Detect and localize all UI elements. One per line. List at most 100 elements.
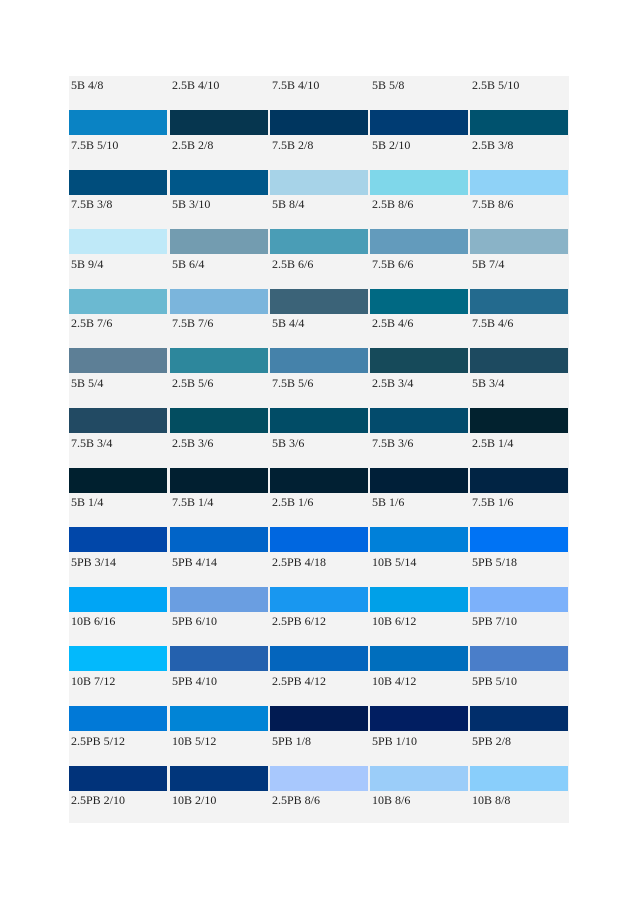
- color-swatch: [170, 348, 268, 373]
- color-label: 2.5B 4/6: [372, 316, 414, 330]
- label-row: 2.5PB 2/10 10B 2/10 2.5PB 8/6 10B 8/6 10B 8/…: [69, 791, 569, 809]
- color-swatch: [270, 766, 368, 791]
- color-swatch: [370, 706, 468, 731]
- color-label: 10B 6/12: [372, 614, 417, 628]
- color-swatch: [69, 527, 167, 552]
- color-label: 5PB 4/14: [172, 555, 218, 569]
- color-swatch: [170, 229, 268, 254]
- swatch-row: [69, 646, 569, 671]
- label-row: 5B 5/4 2.5B 5/6 7.5B 5/6 2.5B 3/4 5B 3/4: [69, 374, 569, 392]
- color-swatch: [470, 110, 568, 135]
- color-swatch: [470, 170, 568, 195]
- color-label: 2.5B 5/6: [172, 376, 214, 390]
- color-label: 5B 2/10: [372, 138, 411, 152]
- color-swatch: [370, 170, 468, 195]
- color-swatch: [370, 468, 468, 493]
- color-swatch: [470, 348, 568, 373]
- color-swatch: [370, 766, 468, 791]
- color-label: 5B 1/6: [372, 495, 405, 509]
- color-swatch: [370, 587, 468, 612]
- color-label: 5B 3/10: [172, 197, 211, 211]
- color-label: 2.5B 6/6: [272, 257, 314, 271]
- color-swatch: [170, 527, 268, 552]
- color-swatch: [170, 646, 268, 671]
- color-label: 5B 3/6: [272, 436, 305, 450]
- color-swatch: [270, 527, 368, 552]
- color-label: 2.5PB 6/12: [272, 614, 327, 628]
- color-label: 7.5B 3/4: [71, 436, 113, 450]
- color-label: 7.5B 4/6: [472, 316, 514, 330]
- color-label: 5B 9/4: [71, 257, 104, 271]
- color-label: 2.5PB 8/6: [272, 793, 321, 807]
- swatch-row: [69, 468, 569, 493]
- color-swatch: [370, 289, 468, 314]
- color-swatch: [69, 468, 167, 493]
- color-label: 5PB 4/10: [172, 674, 218, 688]
- color-swatch: [69, 587, 167, 612]
- color-swatch: [69, 408, 167, 433]
- label-row: 10B 6/16 5PB 6/10 2.5PB 6/12 10B 6/12 5PB 7/…: [69, 612, 569, 630]
- color-swatch: [270, 170, 368, 195]
- color-label: 2.5B 5/10: [472, 78, 520, 92]
- color-label: 5PB 1/10: [372, 734, 418, 748]
- color-swatch: [270, 706, 368, 731]
- color-swatch: [69, 170, 167, 195]
- color-label: 2.5B 3/4: [372, 376, 414, 390]
- chart-row: 5PB 3/14 5PB 4/14 2.5PB 4/18 10B 5/14 5PB 5/…: [69, 553, 569, 613]
- color-label: 5PB 6/10: [172, 614, 218, 628]
- color-label: 2.5PB 4/12: [272, 674, 327, 688]
- label-row: 7.5B 3/8 5B 3/10 5B 8/4 2.5B 8/6 7.5B 8/6: [69, 195, 569, 213]
- color-label: 2.5PB 5/12: [71, 734, 126, 748]
- label-row: 7.5B 5/10 2.5B 2/8 7.5B 2/8 5B 2/10 2.5B 3/8: [69, 136, 569, 154]
- color-label: 2.5B 1/4: [472, 436, 514, 450]
- color-label: 10B 8/6: [372, 793, 411, 807]
- color-label: 5B 4/8: [71, 78, 104, 92]
- color-label: 10B 6/16: [71, 614, 116, 628]
- color-label: 5B 8/4: [272, 197, 305, 211]
- color-label: 2.5PB 2/10: [71, 793, 126, 807]
- swatch-row: [69, 110, 569, 135]
- color-swatch: [270, 408, 368, 433]
- color-swatch: [270, 646, 368, 671]
- color-label: 2.5B 7/6: [71, 316, 113, 330]
- color-label: 2.5B 2/8: [172, 138, 214, 152]
- color-label: 5B 5/4: [71, 376, 104, 390]
- label-row: 2.5PB 5/12 10B 5/12 5PB 1/8 5PB 1/10 5PB 2/8: [69, 732, 569, 750]
- color-swatch: [370, 229, 468, 254]
- color-swatch: [69, 646, 167, 671]
- label-row: 2.5B 7/6 7.5B 7/6 5B 4/4 2.5B 4/6 7.5B 4/6: [69, 314, 569, 332]
- color-label: 10B 5/12: [172, 734, 217, 748]
- chart-row: 2.5PB 5/12 10B 5/12 5PB 1/8 5PB 1/10 5PB 2/8: [69, 732, 569, 792]
- color-swatch: [370, 408, 468, 433]
- color-swatch: [69, 110, 167, 135]
- color-label: 7.5B 3/8: [71, 197, 113, 211]
- swatch-row: [69, 706, 569, 731]
- color-label: 2.5B 3/6: [172, 436, 214, 450]
- color-swatch: [69, 766, 167, 791]
- chart-row: 5B 4/8 2.5B 4/10 7.5B 4/10 5B 5/8 2.5B 5/10: [69, 76, 569, 136]
- color-swatch: [370, 348, 468, 373]
- color-swatch: [69, 229, 167, 254]
- color-swatch: [170, 289, 268, 314]
- color-label: 7.5B 8/6: [472, 197, 514, 211]
- color-label: 7.5B 5/10: [71, 138, 119, 152]
- color-label: 7.5B 2/8: [272, 138, 314, 152]
- swatch-row: [69, 408, 569, 433]
- color-swatch: [270, 587, 368, 612]
- color-swatch: [370, 646, 468, 671]
- color-swatch: [170, 110, 268, 135]
- chart-row: 2.5PB 2/10 10B 2/10 2.5PB 8/6 10B 8/6 10B 8/…: [69, 791, 569, 851]
- color-label: 5B 1/4: [71, 495, 104, 509]
- color-swatch: [270, 229, 368, 254]
- color-swatch: [370, 110, 468, 135]
- color-label: 5B 4/4: [272, 316, 305, 330]
- color-label: 2.5B 1/6: [272, 495, 314, 509]
- label-row: 7.5B 3/4 2.5B 3/6 5B 3/6 7.5B 3/6 2.5B 1/4: [69, 434, 569, 452]
- color-swatch: [69, 289, 167, 314]
- swatch-row: [69, 348, 569, 373]
- color-label: 10B 5/14: [372, 555, 417, 569]
- color-swatch: [170, 766, 268, 791]
- color-swatch: [69, 348, 167, 373]
- swatch-row: [69, 170, 569, 195]
- chart-row: 10B 7/12 5PB 4/10 2.5PB 4/12 10B 4/12 5PB 5/…: [69, 672, 569, 732]
